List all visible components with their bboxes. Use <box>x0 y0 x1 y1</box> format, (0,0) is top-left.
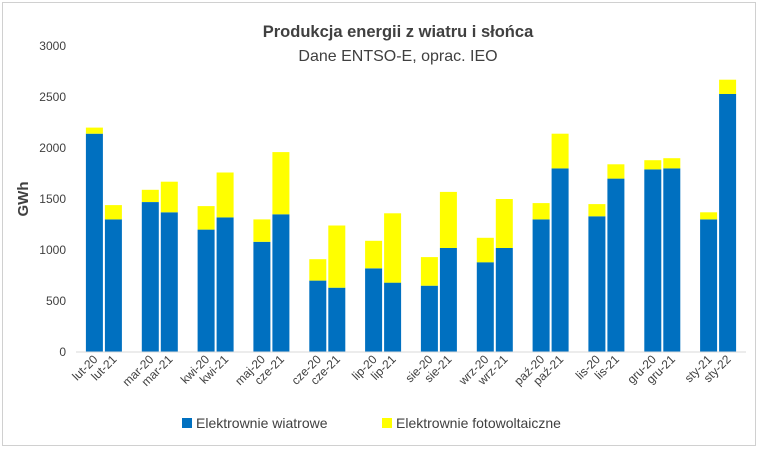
legend-swatch-solar <box>382 418 392 428</box>
bar-solar <box>328 225 346 288</box>
bar-wind <box>607 178 625 352</box>
bar-wind <box>439 248 457 352</box>
bar-solar <box>85 127 103 134</box>
bar-solar <box>197 206 215 230</box>
legend-label-wind: Elektrownie wiatrowe <box>196 415 328 431</box>
bar-solar <box>439 191 457 248</box>
bar-wind <box>476 262 494 352</box>
bar-wind <box>700 219 718 352</box>
bar-wind <box>253 241 271 352</box>
y-axis-label: GWh <box>15 182 32 217</box>
bar-solar <box>700 212 718 220</box>
bar-wind <box>141 202 159 352</box>
bar-wind <box>309 280 327 352</box>
bar-wind <box>365 268 383 352</box>
y-tick-label: 500 <box>46 294 66 308</box>
bar-wind <box>384 282 402 352</box>
bar-wind <box>551 168 569 352</box>
bar-solar <box>644 160 662 170</box>
bar-wind <box>104 219 122 352</box>
legend-swatch-wind <box>182 418 192 428</box>
bar-solar <box>476 237 494 263</box>
bar-wind <box>272 214 290 352</box>
y-tick-label: 2000 <box>39 141 66 155</box>
bar-solar <box>532 203 550 220</box>
y-tick-label: 1000 <box>39 243 66 257</box>
bar-solar <box>607 164 625 179</box>
bar-solar <box>365 240 383 269</box>
bar-wind <box>719 93 737 353</box>
bar-solar <box>272 152 290 215</box>
chart-title: Produkcja energii z wiatru i słońca <box>263 23 534 41</box>
legend: Elektrownie wiatrowe Elektrownie fotowol… <box>182 415 561 431</box>
bar-wind <box>85 133 103 352</box>
legend-label-solar: Elektrownie fotowoltaiczne <box>396 415 561 431</box>
bar-wind <box>160 212 178 352</box>
bar-wind <box>588 216 606 352</box>
bar-wind <box>644 169 662 352</box>
bar-solar <box>253 219 271 242</box>
bar-solar <box>384 213 402 283</box>
bar-solar <box>104 205 122 220</box>
bar-wind <box>495 248 513 352</box>
bar-wind <box>216 217 234 352</box>
bar-wind <box>420 285 438 352</box>
bars <box>85 79 737 353</box>
y-axis-ticks: 0 500 1000 1500 2000 2500 3000 <box>39 39 66 359</box>
bar-wind <box>328 287 346 352</box>
bar-solar <box>309 259 327 281</box>
bar-solar <box>420 257 438 286</box>
y-tick-label: 0 <box>59 345 66 359</box>
y-tick-label: 1500 <box>39 192 66 206</box>
bar-wind <box>197 229 215 352</box>
bar-solar <box>551 133 569 169</box>
bar-wind <box>663 168 681 352</box>
bar-wind <box>532 219 550 352</box>
y-tick-label: 2500 <box>39 90 66 104</box>
y-tick-label: 3000 <box>39 39 66 53</box>
chart-frame <box>2 2 756 446</box>
bar-solar <box>663 158 681 169</box>
bar-solar <box>141 189 159 202</box>
bar-solar <box>495 199 513 248</box>
bar-solar <box>216 172 234 218</box>
bar-solar <box>160 181 178 213</box>
bar-solar <box>588 204 606 217</box>
chart-subtitle: Dane ENTSO-E, oprac. IEO <box>298 48 497 65</box>
bar-solar <box>719 79 737 94</box>
